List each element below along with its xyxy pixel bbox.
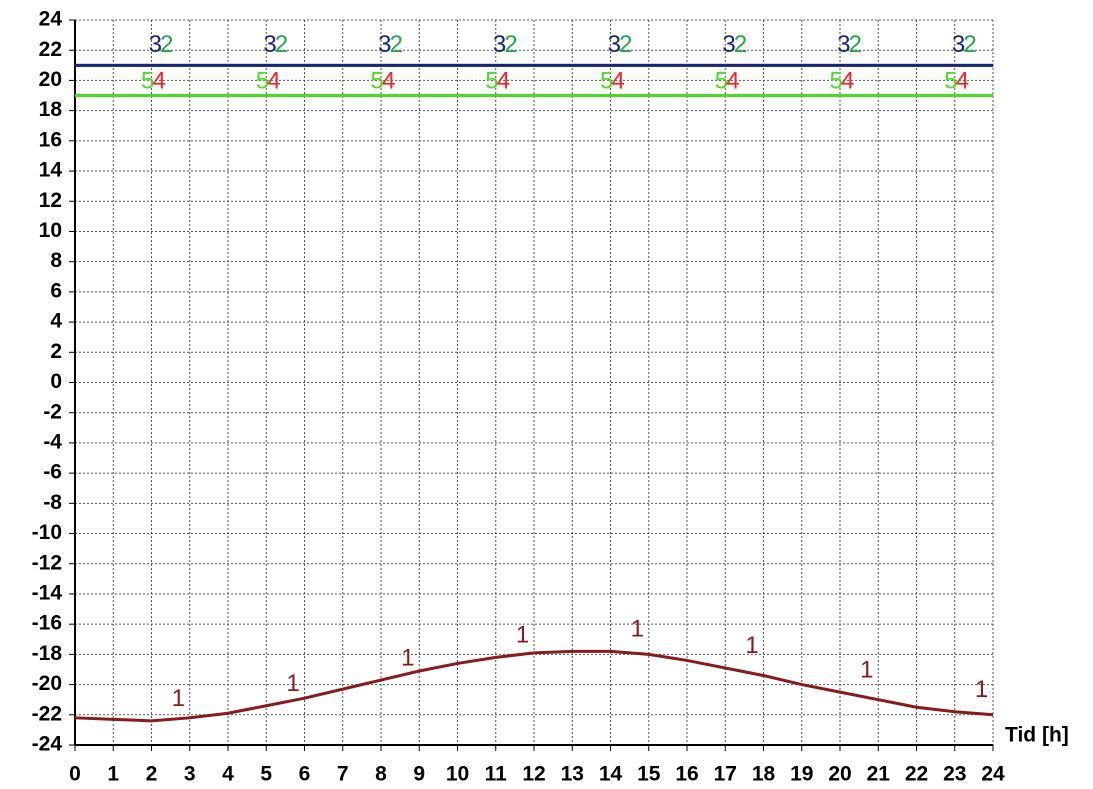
- series-label: 3: [952, 31, 965, 58]
- y-tick-label: -14: [32, 582, 63, 605]
- series-label: 3: [837, 31, 850, 58]
- x-tick-label: 10: [446, 763, 469, 786]
- series-label: 3: [608, 31, 621, 58]
- series-label: 3: [493, 31, 506, 58]
- y-tick-label: 8: [50, 249, 62, 272]
- y-tick-label: -16: [32, 612, 62, 635]
- y-tick-label: 24: [39, 8, 63, 31]
- x-tick-label: 14: [599, 763, 623, 786]
- series-label: 4: [726, 67, 739, 94]
- y-tick-label: -12: [32, 551, 62, 574]
- x-tick-label: 8: [375, 763, 387, 786]
- series-label: 3: [378, 31, 391, 58]
- series-label: 1: [860, 656, 873, 683]
- y-tick-label: -20: [32, 672, 62, 695]
- series-label: 4: [267, 67, 280, 94]
- x-tick-label: 11: [485, 763, 508, 786]
- series-label: 5: [485, 67, 498, 94]
- series-line: [74, 649, 994, 723]
- series-label: 3: [149, 31, 162, 58]
- y-tick-label: 18: [39, 98, 63, 121]
- y-tick-label: 12: [39, 189, 62, 212]
- series-label: 2: [390, 31, 403, 58]
- y-tick-label: 6: [50, 279, 62, 302]
- y-tick-label: 0: [50, 370, 62, 393]
- x-tick-label: 17: [714, 763, 737, 786]
- x-tick-label: 4: [222, 763, 234, 786]
- x-tick-label: 21: [867, 763, 891, 786]
- series-label: 2: [963, 31, 976, 58]
- y-tick-label: 20: [39, 68, 62, 91]
- x-tick-label: 20: [828, 763, 851, 786]
- x-tick-label: 16: [675, 763, 698, 786]
- series-label: 4: [152, 67, 165, 94]
- x-axis-label: Tid [h]: [1005, 724, 1069, 747]
- y-tick-label: 2: [50, 340, 62, 363]
- x-tick-label: 7: [337, 763, 349, 786]
- series-label: 2: [160, 31, 173, 58]
- y-tick-label: -8: [43, 491, 62, 514]
- series-label: 5: [829, 67, 842, 94]
- x-tick-label: 23: [943, 763, 966, 786]
- series-label: 1: [745, 632, 758, 659]
- x-tick-label: 22: [905, 763, 928, 786]
- x-tick-label: 1: [107, 763, 119, 786]
- series-label: 2: [275, 31, 288, 58]
- series-label: 2: [619, 31, 632, 58]
- y-tick-label: 14: [39, 159, 63, 182]
- y-tick-label: 4: [50, 310, 62, 333]
- y-tick-label: 10: [39, 219, 62, 242]
- y-tick-label: -18: [32, 642, 63, 665]
- x-tick-label: 12: [522, 763, 545, 786]
- series-label: 2: [504, 31, 517, 58]
- series-label: 5: [944, 67, 957, 94]
- series-label: 4: [956, 67, 969, 94]
- y-tick-label: 16: [39, 128, 62, 151]
- y-tick-label: -2: [43, 400, 62, 423]
- y-tick-label: -4: [43, 430, 62, 453]
- x-tick-label: 3: [184, 763, 196, 786]
- y-tick-label: -6: [43, 461, 62, 484]
- series-label: 4: [382, 67, 395, 94]
- series-label: 4: [497, 67, 510, 94]
- series-label: 1: [975, 676, 988, 703]
- y-tick-label: 22: [39, 38, 62, 61]
- x-tick-label: 15: [637, 763, 661, 786]
- series-label: 1: [286, 670, 299, 697]
- series-label: 1: [401, 644, 414, 671]
- x-tick-label: 24: [981, 763, 1005, 786]
- y-tick-label: -24: [32, 733, 63, 756]
- x-tick-label: 9: [413, 763, 425, 786]
- x-tick-label: 18: [752, 763, 776, 786]
- x-tick-label: 0: [69, 763, 81, 786]
- x-tick-label: 2: [146, 763, 158, 786]
- x-tick-label: 13: [561, 763, 584, 786]
- series-label: 5: [256, 67, 269, 94]
- series-label: 1: [516, 622, 529, 649]
- series-label: 3: [263, 31, 276, 58]
- series-label: 5: [370, 67, 383, 94]
- series-label: 1: [172, 685, 185, 712]
- series-label: 5: [600, 67, 613, 94]
- x-tick-label: 6: [299, 763, 311, 786]
- series-label: 3: [722, 31, 735, 58]
- series-label: 4: [611, 67, 624, 94]
- series-label: 5: [715, 67, 728, 94]
- series-label: 1: [631, 616, 644, 643]
- series-label: 2: [734, 31, 747, 58]
- series-label: 5: [141, 67, 154, 94]
- y-tick-label: -10: [32, 521, 62, 544]
- y-tick-label: -22: [32, 702, 62, 725]
- x-tick-label: 19: [790, 763, 813, 786]
- series-label: 4: [841, 67, 854, 94]
- x-tick-label: 5: [260, 763, 272, 786]
- series-label: 2: [849, 31, 862, 58]
